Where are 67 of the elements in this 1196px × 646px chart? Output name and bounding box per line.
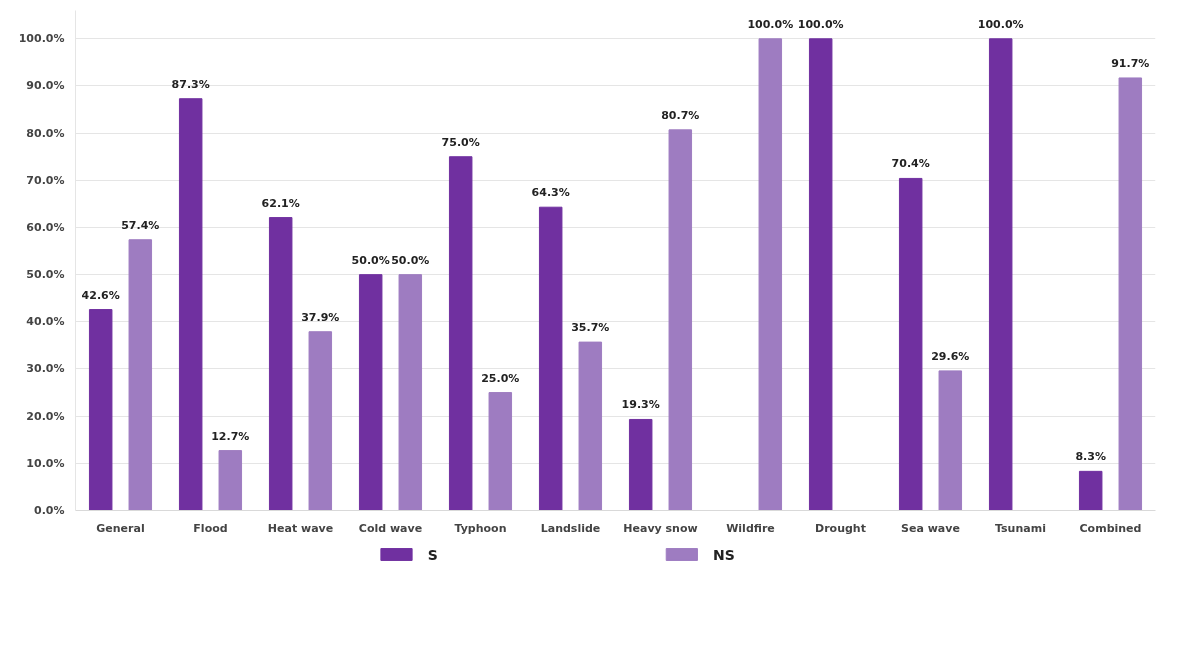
legend-label: NS [713, 546, 735, 563]
data-label: 8.3% [1075, 450, 1106, 464]
legend-label: S [427, 546, 438, 563]
data-label: 100.0% [977, 17, 1024, 31]
x-tick-label: Drought [815, 521, 866, 535]
bar [1118, 77, 1143, 511]
bar [178, 98, 203, 511]
bar [758, 38, 783, 511]
bar [578, 341, 603, 511]
x-tick-label: Typhoon [454, 521, 507, 535]
x-tick-label: Landslide [540, 521, 601, 535]
data-label: 100.0% [797, 17, 844, 31]
x-tick-label: General [96, 521, 145, 535]
bar [488, 392, 513, 511]
data-label: 35.7% [571, 321, 610, 335]
x-tick-label: Combined [1079, 521, 1142, 535]
y-tick-label: 0.0% [33, 504, 65, 517]
y-tick-label: 50.0% [26, 268, 65, 282]
data-label: 57.4% [121, 218, 160, 232]
y-tick-label: 70.0% [26, 173, 65, 187]
data-label: 42.6% [81, 288, 120, 302]
y-tick-label: 90.0% [26, 79, 65, 93]
data-label: 75.0% [441, 135, 480, 149]
data-label: 50.0% [391, 253, 430, 267]
data-label: 62.1% [261, 196, 300, 210]
y-tick-label: 80.0% [26, 126, 65, 140]
y-tick-label: 60.0% [26, 220, 65, 234]
data-label: 12.7% [211, 429, 250, 443]
bar [88, 309, 113, 511]
x-tick-label: Sea wave [901, 521, 960, 535]
data-label: 100.0% [747, 17, 794, 31]
bar [308, 331, 333, 511]
bar [938, 370, 963, 511]
x-tick-label: Heat wave [267, 521, 334, 535]
bar [668, 129, 693, 511]
data-label: 80.7% [661, 108, 700, 122]
bar [218, 450, 243, 511]
data-label: 37.9% [301, 310, 340, 324]
x-tick-label: Cold wave [358, 521, 423, 535]
bar [808, 38, 833, 511]
bar [398, 274, 423, 511]
data-label: 19.3% [621, 398, 660, 412]
x-tick-label: Wildfire [726, 521, 775, 535]
bar [898, 177, 923, 511]
y-tick-label: 20.0% [26, 409, 65, 423]
bar [448, 156, 473, 511]
data-label: 64.3% [531, 186, 570, 200]
bar [628, 418, 653, 511]
data-label: 29.6% [931, 349, 970, 363]
y-tick-label: 40.0% [26, 315, 65, 329]
y-tick-label: 100.0% [18, 32, 65, 46]
x-tick-label: Flood [193, 521, 228, 535]
bar [1078, 470, 1103, 511]
bar [268, 217, 293, 511]
data-label: 50.0% [351, 253, 390, 267]
x-tick-label: Heavy snow [623, 521, 698, 535]
data-label: 70.4% [891, 157, 930, 171]
data-label: 87.3% [171, 77, 210, 91]
bar [128, 239, 153, 511]
y-tick-label: 10.0% [26, 456, 65, 470]
x-tick-label: Tsunami [995, 521, 1046, 535]
data-label: 91.7% [1111, 56, 1150, 70]
y-tick-label: 30.0% [26, 362, 65, 376]
bar [538, 206, 563, 511]
bar [358, 274, 383, 511]
bar [988, 38, 1013, 511]
data-label: 25.0% [481, 371, 520, 385]
